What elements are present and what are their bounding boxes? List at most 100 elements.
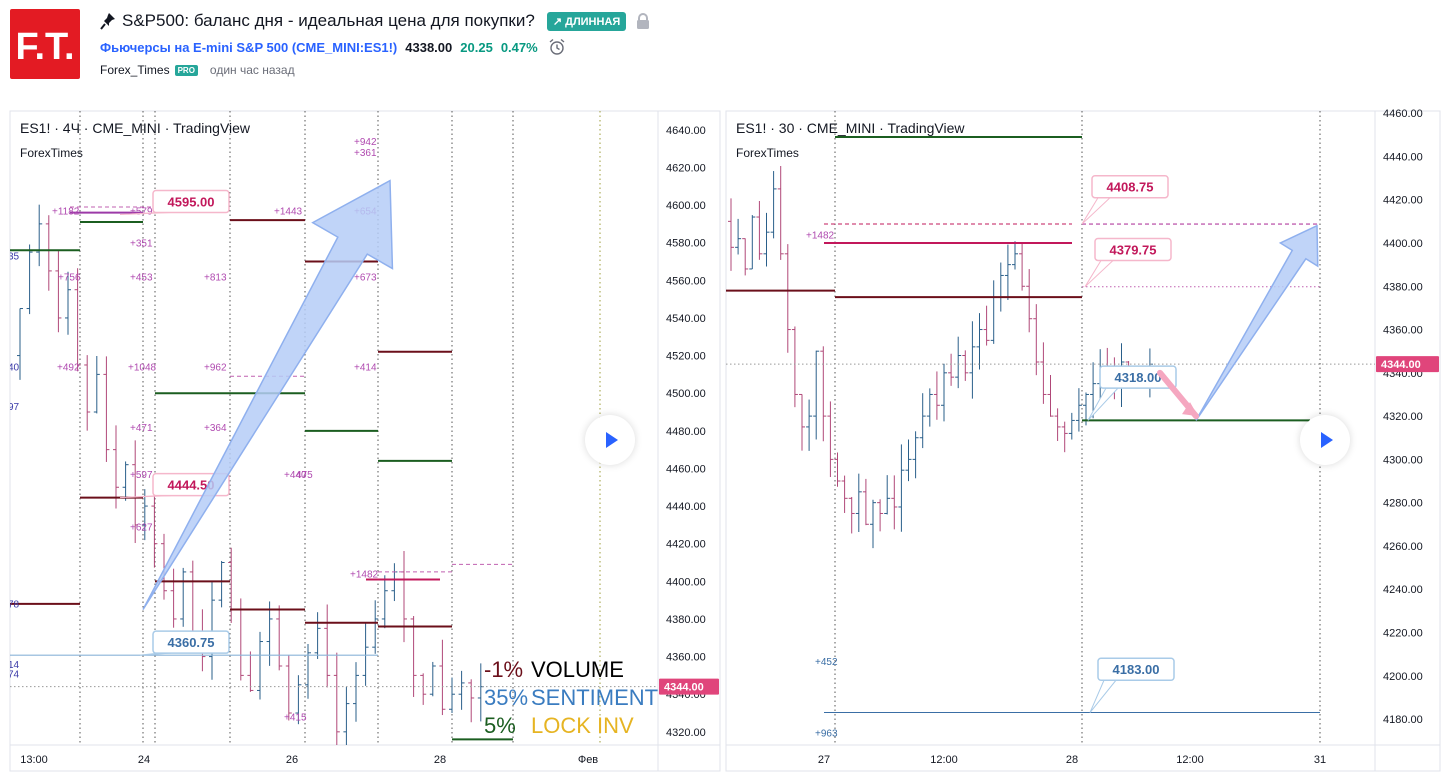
y-tick-label: 4580.00 bbox=[666, 238, 706, 250]
delta-label: +813 bbox=[204, 272, 227, 283]
callout-pointer bbox=[1087, 387, 1120, 421]
delta-label: +414 bbox=[354, 363, 377, 374]
logo-text: F.T. bbox=[15, 26, 74, 68]
symbol-change-pct: 0.47% bbox=[500, 39, 538, 55]
play-button-right[interactable] bbox=[1300, 415, 1350, 465]
callout-box bbox=[1099, 365, 1177, 389]
x-tick-label: 27 bbox=[818, 754, 830, 766]
y-tick-label: 4440.00 bbox=[666, 501, 706, 513]
symbol-code: (CME_MINI:ES1!) bbox=[291, 39, 398, 55]
delta-label: +471 bbox=[130, 423, 153, 434]
panel-border bbox=[725, 110, 1441, 772]
play-icon bbox=[1321, 432, 1333, 448]
legend-pct: 5% bbox=[484, 713, 516, 738]
symbol-price: 4338.00 bbox=[405, 39, 453, 55]
idea-title: S&P500: баланс дня - идеальная цена для … bbox=[122, 11, 535, 30]
legend-label: SENTIMENT bbox=[531, 685, 658, 710]
level-label: 4379.75 bbox=[1110, 242, 1157, 257]
title-row: S&P500: баланс дня - идеальная цена для … bbox=[100, 10, 650, 32]
callout-pointer bbox=[1084, 259, 1115, 288]
delta-label: +1443 bbox=[274, 206, 303, 217]
delta-label: +942 bbox=[354, 137, 377, 148]
delta-label: +1182 bbox=[52, 206, 80, 217]
y-tick-label: 4360.00 bbox=[1383, 325, 1423, 337]
author-link[interactable]: Forex_Times bbox=[100, 63, 170, 77]
panel-border bbox=[9, 110, 721, 772]
y-tick-label: 4620.00 bbox=[666, 162, 706, 174]
y-tick-label: 4460.00 bbox=[1383, 108, 1423, 120]
delta-label: 97 bbox=[8, 402, 20, 413]
forex-times-logo[interactable]: F.T. bbox=[10, 9, 80, 79]
legend-label: VOLUME bbox=[531, 657, 624, 682]
delta-label: 74 bbox=[8, 669, 20, 680]
y-tick-label: 4240.00 bbox=[1383, 584, 1423, 596]
last-price-badge bbox=[659, 678, 719, 695]
delta-label: +1482 bbox=[806, 231, 835, 242]
level-label: 4408.75 bbox=[1107, 180, 1154, 195]
play-button-left[interactable] bbox=[585, 415, 635, 465]
plot-area: +1182 +579 +351 +756 +453 +813 +492 +1048 +962 +4… bbox=[8, 111, 658, 745]
level-label: 4183.00 bbox=[1113, 662, 1160, 677]
symbol-link[interactable]: Фьючерсы на E-mini S&P 500 (CME_MINI:ES1… bbox=[100, 40, 397, 55]
last-price-label: 4344.00 bbox=[1381, 359, 1421, 371]
delta-label: +673 bbox=[354, 272, 377, 283]
y-tick-label: 4260.00 bbox=[1383, 541, 1423, 553]
y-tick-label: 4220.00 bbox=[1383, 627, 1423, 639]
level-label: 4360.75 bbox=[168, 635, 215, 650]
y-tick-label: 4480.00 bbox=[666, 426, 706, 438]
y-tick-label: 4400.00 bbox=[666, 576, 706, 588]
y-tick-label: 4380.00 bbox=[666, 614, 706, 626]
level-label: 4318.00 bbox=[1115, 370, 1162, 385]
forecast-arrow bbox=[1195, 224, 1319, 421]
x-tick-label: 12:00 bbox=[1176, 754, 1204, 766]
delta-label: +627 bbox=[130, 523, 153, 534]
publish-time: один час назад bbox=[209, 63, 295, 77]
delta-label: +1048 bbox=[128, 363, 157, 374]
level-label: 4595.00 bbox=[168, 194, 215, 209]
delta-label: +962 bbox=[204, 363, 227, 374]
panel-30m: +1482 +452 +963 4408.75 4379.75 4318.00 4183.0… bbox=[725, 108, 1441, 772]
y-tick-label: 4300.00 bbox=[1383, 454, 1423, 466]
delta-label: +579 bbox=[130, 206, 153, 217]
y-tick-label: 4420.00 bbox=[666, 539, 706, 551]
y-tick-label: 4200.00 bbox=[1383, 671, 1423, 683]
x-tick-label: 28 bbox=[1066, 754, 1078, 766]
delta-label: +452 bbox=[815, 657, 838, 668]
pullback-arrow-head bbox=[1182, 402, 1198, 417]
callout-pointer bbox=[1089, 679, 1118, 713]
y-tick-label: 4440.00 bbox=[1383, 151, 1423, 163]
y-tick-label: 4320.00 bbox=[666, 727, 706, 739]
y-tick-label: 4420.00 bbox=[1383, 195, 1423, 207]
long-badge: ↗ ДЛИННАЯ bbox=[546, 11, 627, 31]
alarm-clock-icon[interactable] bbox=[548, 38, 566, 56]
delta-label: +415 bbox=[284, 713, 307, 724]
legend-pct: 35% bbox=[484, 685, 528, 710]
delta-label: 78 bbox=[8, 600, 20, 611]
legend-label: LOCK INV bbox=[531, 713, 634, 738]
callout-pointer bbox=[1081, 197, 1112, 225]
author-row: Forex_Times PRO один час назад bbox=[100, 63, 295, 77]
y-tick-label: 4500.00 bbox=[666, 388, 706, 400]
legend-pct: -1% bbox=[484, 657, 523, 682]
y-tick-label: 4360.00 bbox=[666, 652, 706, 664]
delta-label: +963 bbox=[815, 728, 838, 739]
callout-box bbox=[1097, 657, 1175, 681]
y-tick-label: 4520.00 bbox=[666, 351, 706, 363]
y-tick-label: 4540.00 bbox=[666, 313, 706, 325]
play-icon bbox=[606, 432, 618, 448]
delta-label: +361 bbox=[354, 148, 377, 159]
chart-symbol-label: ES1! · 30 · CME_MINI · TradingView bbox=[736, 120, 965, 136]
y-tick-label: 4460.00 bbox=[666, 463, 706, 475]
idea-header: F.T. S&P500: баланс дня - идеальная цена… bbox=[0, 0, 1441, 100]
delta-label: +597 bbox=[130, 470, 153, 481]
y-tick-label: 4320.00 bbox=[1383, 411, 1423, 423]
logo-mark: F.T. bbox=[15, 26, 74, 68]
delta-label: +1482 bbox=[350, 570, 379, 581]
chart-author-label: ForexTimes bbox=[20, 146, 83, 160]
x-tick-label: 12:00 bbox=[930, 754, 958, 766]
delta-label: 40 bbox=[8, 363, 20, 374]
delta-label: +492 bbox=[57, 363, 80, 374]
